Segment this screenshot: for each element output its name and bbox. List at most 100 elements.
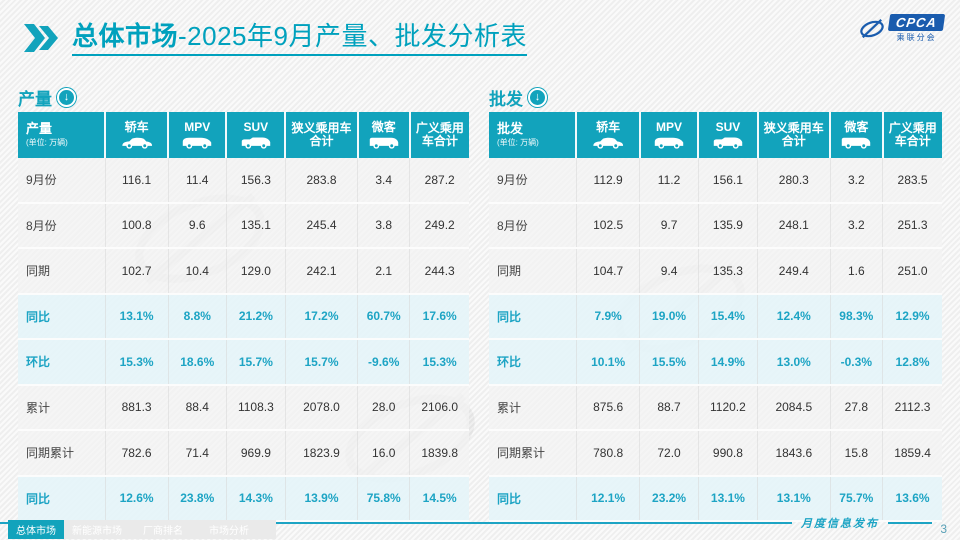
slide-header: 总体市场-2025年9月产量、批发分析表 bbox=[24, 22, 527, 56]
data-cell: 17.2% bbox=[284, 293, 358, 340]
data-cell: 1859.4 bbox=[882, 430, 942, 477]
data-cell: 12.8% bbox=[882, 339, 942, 386]
cpca-swoosh-icon bbox=[860, 18, 884, 38]
data-cell: 10.4 bbox=[167, 248, 227, 295]
data-cell: 15.4% bbox=[697, 293, 758, 340]
row-label: 8月份 bbox=[489, 202, 577, 249]
footer-tab[interactable]: 厂商排名 bbox=[143, 526, 183, 537]
data-cell: 875.6 bbox=[575, 384, 640, 431]
data-cell: 102.7 bbox=[104, 248, 169, 295]
data-cell: 10.1% bbox=[575, 339, 640, 386]
cpca-logo-text: CPCA bbox=[887, 14, 946, 31]
data-cell: 16.0 bbox=[357, 430, 410, 477]
sedan-icon bbox=[120, 136, 154, 149]
microvan-icon bbox=[367, 136, 401, 149]
data-cell: 13.1% bbox=[697, 475, 758, 522]
column-header: 微客 bbox=[356, 112, 410, 158]
table-row: 9月份 112.9 11.2 156.1 280.3 3.2 283.5 bbox=[489, 158, 942, 204]
column-header: 轿车 bbox=[104, 112, 169, 158]
data-cell: 71.4 bbox=[167, 430, 227, 477]
data-cell: 23.8% bbox=[167, 475, 227, 522]
data-cell: 248.1 bbox=[757, 202, 831, 249]
data-cell: 15.7% bbox=[284, 339, 358, 386]
column-header: 轿车 bbox=[575, 112, 640, 158]
data-cell: 12.4% bbox=[757, 293, 831, 340]
footer-tab[interactable]: 市场分析 bbox=[209, 526, 249, 537]
data-cell: 14.5% bbox=[409, 475, 469, 522]
data-cell: 75.8% bbox=[357, 475, 410, 522]
data-cell: 17.6% bbox=[409, 293, 469, 340]
data-cell: 249.2 bbox=[409, 202, 469, 249]
mpv-icon bbox=[652, 136, 686, 149]
data-cell: 23.2% bbox=[639, 475, 699, 522]
data-cell: 251.3 bbox=[882, 202, 942, 249]
footer-tab[interactable]: 总体市场 bbox=[8, 520, 64, 539]
row-label: 8月份 bbox=[18, 202, 106, 249]
column-header: 广义乘用车合计 bbox=[408, 112, 469, 158]
footer-tab[interactable]: 新能源市场 bbox=[72, 526, 122, 537]
row-label: 同期累计 bbox=[18, 430, 106, 477]
data-cell: 881.3 bbox=[104, 384, 169, 431]
data-cell: 1120.2 bbox=[697, 384, 758, 431]
data-cell: 13.1% bbox=[104, 293, 169, 340]
data-cell: 7.9% bbox=[575, 293, 640, 340]
data-cell: 15.8 bbox=[829, 430, 883, 477]
data-cell: -9.6% bbox=[357, 339, 410, 386]
data-cell: 3.4 bbox=[357, 158, 410, 204]
column-header: SUV bbox=[225, 112, 286, 158]
publication-rule: 月度信息发布 bbox=[0, 515, 960, 531]
data-cell: 88.4 bbox=[167, 384, 227, 431]
production-panel: 产量 ↓ 产量 (单位: 万辆) 轿车 MPV SUV 狭义乘用车合计 微客 广义乘用车合计 9… bbox=[18, 84, 469, 522]
data-cell: 27.8 bbox=[829, 384, 883, 431]
data-cell: 116.1 bbox=[104, 158, 169, 204]
data-cell: 15.7% bbox=[225, 339, 286, 386]
data-cell: 156.1 bbox=[697, 158, 758, 204]
data-cell: 100.8 bbox=[104, 202, 169, 249]
data-cell: 88.7 bbox=[639, 384, 699, 431]
data-cell: 104.7 bbox=[575, 248, 640, 295]
data-cell: 9.6 bbox=[167, 202, 227, 249]
table-row: 同期 104.7 9.4 135.3 249.4 1.6 251.0 bbox=[489, 248, 942, 295]
data-cell: 15.3% bbox=[409, 339, 469, 386]
footer-tabs: 总体市场 新能源市场 厂商排名 市场分析 bbox=[8, 520, 276, 539]
data-cell: 2084.5 bbox=[757, 384, 831, 431]
data-cell: 60.7% bbox=[357, 293, 410, 340]
data-cell: 28.0 bbox=[357, 384, 410, 431]
data-cell: 18.6% bbox=[167, 339, 227, 386]
data-cell: 990.8 bbox=[697, 430, 758, 477]
data-cell: 13.0% bbox=[757, 339, 831, 386]
table-row: 同比 13.1% 8.8% 21.2% 17.2% 60.7% 17.6% bbox=[18, 293, 469, 340]
data-cell: 280.3 bbox=[757, 158, 831, 204]
page-title: 总体市场-2025年9月产量、批发分析表 bbox=[72, 22, 527, 56]
slide-footer: 月度信息发布 总体市场 新能源市场 厂商排名 市场分析 3 bbox=[0, 512, 960, 540]
data-cell: 251.0 bbox=[882, 248, 942, 295]
data-cell: 782.6 bbox=[104, 430, 169, 477]
data-cell: 283.8 bbox=[284, 158, 358, 204]
header-row: 批发 (单位: 万辆) 轿车 MPV SUV 狭义乘用车合计 微客 广义乘用车合计 bbox=[489, 112, 942, 158]
suv-icon bbox=[239, 136, 273, 149]
data-cell: 75.7% bbox=[829, 475, 883, 522]
table-row: 同比 7.9% 19.0% 15.4% 12.4% 98.3% 12.9% bbox=[489, 293, 942, 340]
row-label: 同比 bbox=[489, 293, 577, 340]
data-cell: 283.5 bbox=[882, 158, 942, 204]
table-row: 8月份 102.5 9.7 135.9 248.1 3.2 251.3 bbox=[489, 202, 942, 249]
data-cell: 15.3% bbox=[104, 339, 169, 386]
row-label: 累计 bbox=[489, 384, 577, 431]
production-panel-title: 产量 ↓ bbox=[18, 84, 469, 110]
wholesale-table: 批发 (单位: 万辆) 轿车 MPV SUV 狭义乘用车合计 微客 广义乘用车合计 9月份 112… bbox=[489, 112, 942, 522]
data-cell: 13.6% bbox=[882, 475, 942, 522]
data-cell: 129.0 bbox=[225, 248, 286, 295]
data-cell: 245.4 bbox=[284, 202, 358, 249]
row-label: 环比 bbox=[489, 339, 577, 386]
data-cell: 12.6% bbox=[104, 475, 169, 522]
data-cell: 242.1 bbox=[284, 248, 358, 295]
table-row: 环比 15.3% 18.6% 15.7% 15.7% -9.6% 15.3% bbox=[18, 339, 469, 386]
sedan-icon bbox=[591, 136, 625, 149]
wholesale-label: 批发 bbox=[489, 89, 523, 109]
production-label: 产量 bbox=[18, 89, 52, 109]
table-row: 9月份 116.1 11.4 156.3 283.8 3.4 287.2 bbox=[18, 158, 469, 204]
microvan-icon bbox=[839, 136, 873, 149]
header-row: 产量 (单位: 万辆) 轿车 MPV SUV 狭义乘用车合计 微客 广义乘用车合计 bbox=[18, 112, 469, 158]
data-cell: 112.9 bbox=[575, 158, 640, 204]
